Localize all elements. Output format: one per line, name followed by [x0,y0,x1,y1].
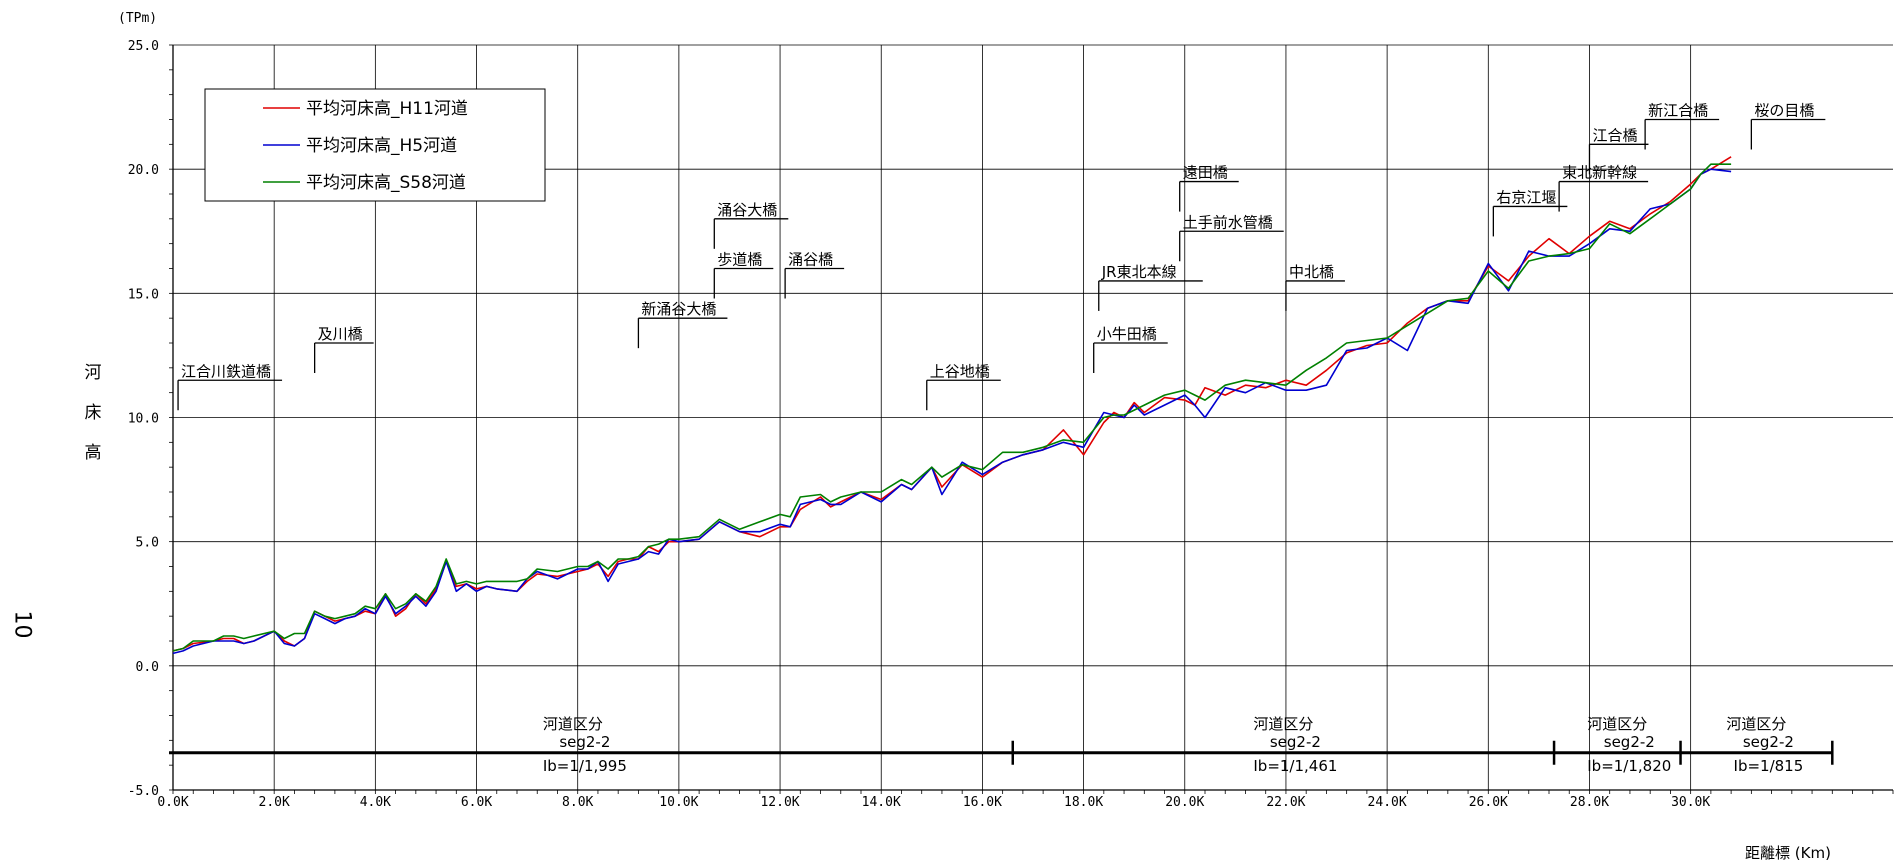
segment-seg: seg2-2 [1270,733,1321,751]
y-tick-label: 5.0 [136,536,159,551]
series-lines [172,156,1732,655]
annotation-label: 歩道橋 [717,251,762,269]
annotation-label: 遠田橋 [1183,164,1228,182]
x-tick-label: 8.0K [562,795,593,810]
x-axis-label: 距離標 (Km) [1745,844,1831,862]
segment-divisions: 河道区分seg2-2Ib=1/1,995河道区分seg2-2Ib=1/1,461… [169,715,1834,775]
annotation-label: 桜の目橋 [1754,102,1814,120]
series-line-3 [172,163,1732,652]
annotation-label: 涌谷橋 [788,251,833,269]
x-tick-label: 26.0K [1469,795,1508,810]
segment-title: 河道区分 [1587,715,1647,733]
x-tick-label: 18.0K [1064,795,1103,810]
annotation-label: 新涌谷大橋 [641,300,716,318]
segment-slope: Ib=1/1,820 [1587,757,1671,775]
axes: 0.0K 2.0K 4.0K 6.0K 8.0K 10.0K 12.0K 14.0K 16.0K… [128,39,1894,810]
annotation-label: 江合川鉄道橋 [181,362,271,380]
annotation-label: 上谷地橋 [930,362,990,380]
annotation-label: 土手前水管橋 [1183,213,1273,231]
series-line-2 [172,168,1732,655]
y-axis-label: 河床高 [85,363,102,463]
page-number: 10 [9,610,35,639]
annotation-label: 中北橋 [1289,263,1334,281]
x-tick-label: 12.0K [760,795,799,810]
y-axis-label-char: 床 [85,403,102,423]
y-axis-label-char: 高 [85,443,102,463]
annotation-label: 右京江堰 [1496,188,1556,206]
x-tick-label: 20.0K [1165,795,1204,810]
x-tick-label: 6.0K [461,795,492,810]
annotation-label: 新江合橋 [1648,102,1708,120]
y-unit-label: (TPm) [118,11,157,26]
x-tick-label: 2.0K [259,795,290,810]
annotation-label: JR東北本線 [1101,263,1177,281]
segment-slope: Ib=1/1,461 [1253,757,1337,775]
legend-entry: 平均河床高_H5河道 [306,136,457,156]
legend-box [204,88,546,202]
segment-slope: Ib=1/815 [1734,757,1804,775]
y-tick-label: -5.0 [128,784,159,799]
x-tick-label: 24.0K [1368,795,1407,810]
segment-slope: Ib=1/1,995 [543,757,627,775]
annotation-label: 及川橋 [318,325,363,343]
x-tick-label: 16.0K [963,795,1002,810]
annotation-label: 小牛田橋 [1097,325,1157,343]
segment-seg: seg2-2 [559,733,610,751]
x-tick-label: 0.0K [157,795,188,810]
annotation-label: 涌谷大橋 [717,201,777,219]
x-tick-label: 30.0K [1671,795,1710,810]
legend-entry: 平均河床高_S58河道 [306,173,466,193]
segment-seg: seg2-2 [1604,733,1655,751]
series-line-1 [172,156,1732,652]
segment-title: 河道区分 [1253,715,1313,733]
y-axis-label-char: 河 [85,363,102,383]
y-tick-label: 15.0 [128,287,159,302]
x-tick-label: 10.0K [659,795,698,810]
x-tick-label: 22.0K [1266,795,1305,810]
x-tick-label: 14.0K [862,795,901,810]
segment-title: 河道区分 [543,715,603,733]
annotation-label: 江合橋 [1592,126,1637,144]
segment-seg: seg2-2 [1743,733,1794,751]
y-tick-label: 0.0 [136,660,159,675]
segment-title: 河道区分 [1726,715,1786,733]
annotation-label: 東北新幹線 [1562,164,1637,182]
x-tick-label: 4.0K [360,795,391,810]
y-tick-label: 25.0 [128,39,159,54]
x-tick-label: 28.0K [1570,795,1609,810]
y-tick-label: 20.0 [128,163,159,178]
legend-entry: 平均河床高_H11河道 [306,99,468,119]
y-tick-label: 10.0 [128,412,159,427]
